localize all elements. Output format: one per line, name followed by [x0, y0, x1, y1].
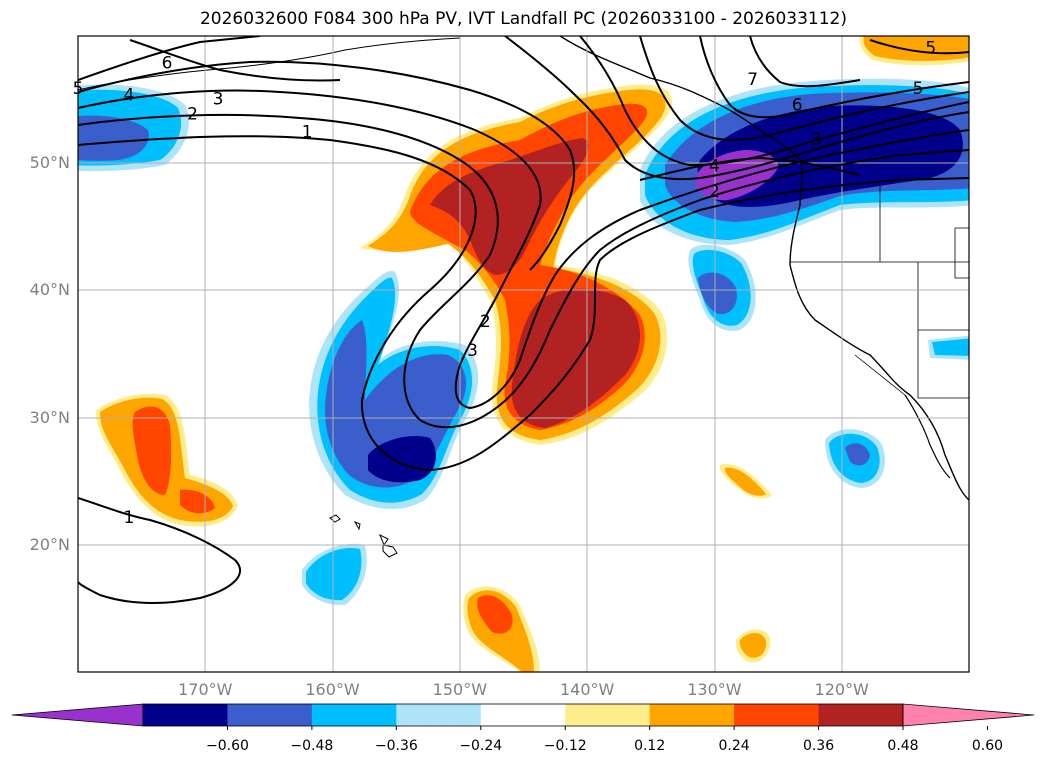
lat-label: 30°N — [29, 407, 70, 427]
coastline — [559, 36, 969, 502]
colorbar-segment — [227, 704, 313, 726]
colorbar-segment — [480, 704, 566, 726]
lon-label: 140°W — [559, 680, 615, 699]
colorbar-outline — [142, 703, 904, 727]
state-borders — [790, 185, 969, 399]
coastline — [329, 514, 398, 558]
colorbar-extend-min — [11, 703, 144, 727]
contour-label: 3 — [213, 89, 224, 109]
contour-label: 2 — [187, 105, 198, 125]
contour-label: 1 — [302, 122, 313, 142]
colorbar-segment — [818, 704, 904, 726]
contour-label: 3 — [467, 341, 478, 361]
contour-label: 5 — [925, 38, 936, 58]
lon-label: 170°W — [178, 680, 233, 699]
shade-orange-red — [132, 406, 172, 495]
lon-label: 120°W — [814, 680, 869, 699]
colorbar-segment — [565, 704, 651, 726]
lon-label: 150°W — [432, 680, 488, 699]
lon-label: 130°W — [687, 680, 742, 699]
lat-label: 40°N — [29, 280, 70, 300]
shade-royal-blue — [78, 115, 149, 161]
shade-royal-blue — [845, 443, 870, 466]
colorbar-tick-label: 0.48 — [887, 738, 919, 754]
lat-label: 20°N — [29, 534, 70, 554]
colorbar-tick-label: 0.60 — [971, 738, 1004, 754]
shade-sky-blue — [932, 338, 969, 356]
colorbar-segment — [143, 704, 228, 726]
shade-orange-red — [180, 489, 215, 514]
contour-label: 6 — [792, 96, 803, 116]
colorbar-extend-max — [902, 703, 1035, 727]
colorbar — [11, 703, 1035, 730]
gridlines — [78, 36, 969, 672]
coastline — [904, 394, 951, 479]
contour-label: 5 — [913, 79, 924, 99]
colorbar-segment — [396, 704, 482, 726]
shade-orange-red — [477, 595, 513, 634]
lat-label: 50°N — [29, 153, 70, 173]
colorbar-tick-label: −0.12 — [543, 738, 587, 754]
colorbar-segment — [311, 704, 397, 726]
colorbar-segment — [649, 704, 735, 726]
colorbar-tick-label: 0.24 — [718, 738, 750, 754]
colorbar-tick-label: −0.24 — [459, 738, 503, 754]
shade-orange — [739, 633, 767, 658]
colorbar-segment — [734, 704, 820, 726]
contour-label: 4 — [124, 86, 135, 106]
contour-label: 2 — [480, 312, 491, 332]
shade-orange — [724, 467, 766, 496]
pv-contours — [78, 36, 969, 604]
contour-label: 3 — [811, 130, 822, 150]
contour-label: 7 — [747, 70, 758, 90]
colorbar-tick-label: −0.48 — [290, 738, 334, 754]
shade-firebrick — [430, 138, 589, 275]
colorbar-tick-label: 0.36 — [802, 738, 835, 754]
contour-label: 1 — [124, 508, 135, 528]
shade-firebrick — [511, 288, 640, 428]
contour-label: 4 — [709, 157, 720, 177]
lon-label: 160°W — [305, 680, 360, 699]
shade-navy — [368, 435, 436, 483]
shade-orange — [863, 36, 969, 61]
colorbar-tick-label: −0.60 — [205, 738, 249, 754]
coastline — [78, 37, 461, 91]
map-frame — [77, 35, 970, 673]
colorbar-tick-label: 0.12 — [634, 738, 666, 754]
map-title: 2026032600 F084 300 hPa PV, IVT Landfall… — [199, 9, 847, 29]
shaded-pc-field — [78, 36, 969, 672]
shade-sky-blue — [306, 547, 362, 601]
shade-royal-blue — [698, 272, 737, 315]
contour-label: 2 — [709, 182, 720, 202]
contour-label: 6 — [162, 54, 173, 74]
colorbar-tick-label: −0.36 — [374, 738, 418, 754]
